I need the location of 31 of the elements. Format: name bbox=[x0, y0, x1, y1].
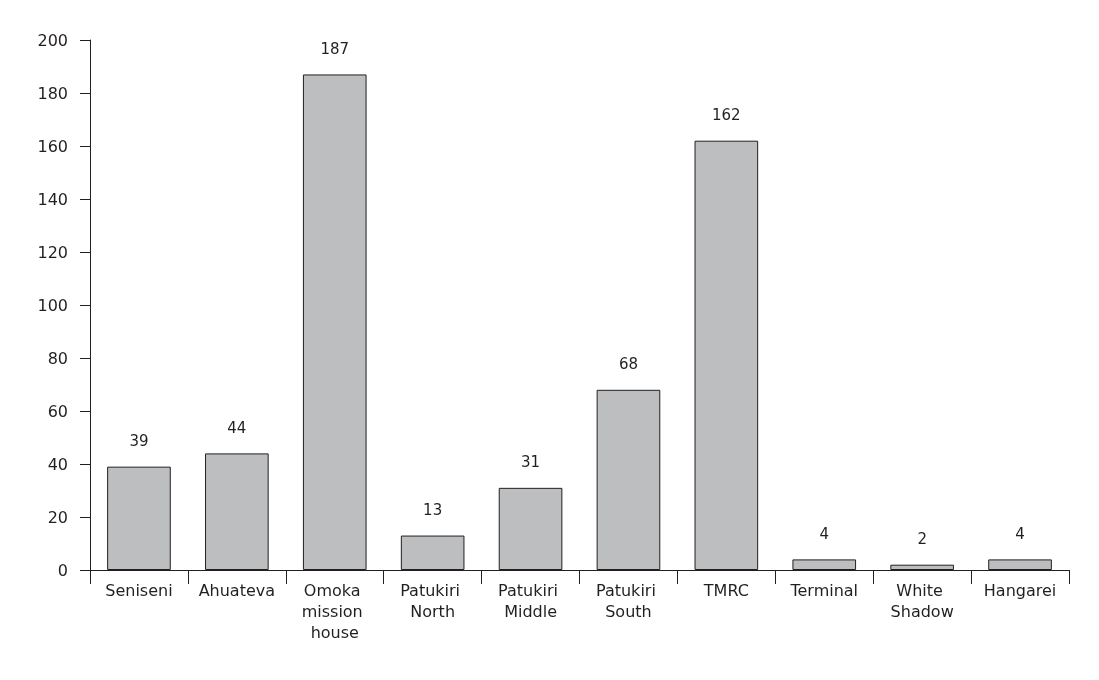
data-label: 2 bbox=[917, 530, 927, 549]
data-label: 39 bbox=[129, 432, 149, 451]
data-label: 44 bbox=[227, 418, 247, 437]
y-tick-label: 160 bbox=[37, 136, 68, 156]
data-label: 4 bbox=[1015, 524, 1025, 543]
data-label: 13 bbox=[423, 501, 443, 520]
x-tick-label: Seniseni bbox=[105, 581, 173, 600]
y-tick-label: 140 bbox=[37, 189, 68, 209]
y-tick-label: 80 bbox=[47, 348, 68, 368]
x-tick-label: Hangarei bbox=[983, 581, 1057, 600]
x-tick-label: Omoka mission house bbox=[301, 581, 368, 642]
x-tick-label: Patukiri North bbox=[400, 581, 466, 621]
y-tick-label: 100 bbox=[37, 295, 68, 315]
data-label: 4 bbox=[819, 524, 830, 543]
x-tick-label: Ahuateva bbox=[198, 581, 276, 600]
x-tick-label: Terminal bbox=[789, 581, 859, 600]
x-tick-label: TMRC bbox=[702, 581, 749, 600]
data-label: 68 bbox=[618, 355, 638, 374]
data-label: 31 bbox=[521, 453, 541, 472]
y-tick-label: 20 bbox=[47, 507, 68, 527]
x-tick-label: White Shadow bbox=[890, 581, 954, 621]
data-label: 187 bbox=[320, 39, 350, 58]
y-tick-label: 40 bbox=[47, 454, 68, 474]
y-tick-label: 0 bbox=[57, 560, 68, 580]
y-tick-label: 120 bbox=[37, 242, 68, 262]
y-tick-label: 200 bbox=[37, 30, 68, 50]
x-tick-label: Patukiri South bbox=[595, 581, 661, 621]
y-tick-label: 180 bbox=[37, 83, 68, 103]
data-label: 162 bbox=[712, 106, 741, 125]
y-tick-label: 60 bbox=[47, 401, 68, 421]
x-tick-label: Patukiri Middle bbox=[498, 581, 564, 621]
